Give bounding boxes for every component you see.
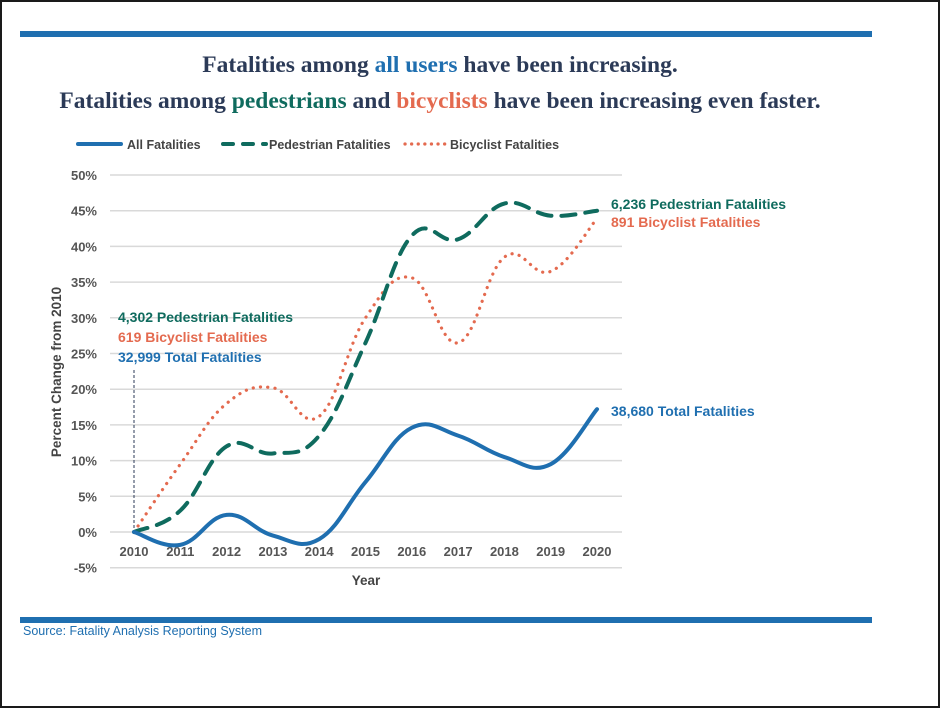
x-tick-label: 2020: [583, 544, 612, 559]
data-point-pedestrian: [549, 214, 553, 218]
headline-1-post: have been increasing.: [457, 52, 678, 78]
headline-2-pre: Fatalities among: [59, 88, 232, 114]
source-note: Source: Fatality Analysis Reporting Syst…: [23, 624, 262, 638]
x-tick-label: 2013: [258, 544, 287, 559]
y-tick-label: 0%: [78, 525, 97, 540]
headline-line-1: Fatalities among all users have been inc…: [0, 52, 880, 79]
data-point-pedestrian: [317, 434, 321, 438]
data-point-pedestrian: [364, 341, 368, 345]
data-point-all: [271, 534, 275, 538]
end-annotation-all: 38,680 Total Fatalities: [611, 403, 755, 419]
data-point-all: [364, 480, 368, 484]
data-point-bicyclist: [410, 276, 414, 280]
headline-2-post: have been increasing even faster.: [487, 88, 821, 114]
data-point-bicyclist: [317, 414, 321, 418]
data-point-pedestrian: [502, 202, 506, 206]
x-tick-label: 2017: [444, 544, 473, 559]
legend-label-bicyclist: Bicyclist Fatalities: [450, 138, 559, 152]
data-point-bicyclist: [225, 401, 229, 405]
y-tick-label: 30%: [71, 311, 97, 326]
x-tick-label: 2014: [305, 544, 335, 559]
start-annotation-all: 32,999 Total Fatalities: [118, 349, 262, 365]
start-annotation-bicyclist: 619 Bicyclist Fatalities: [118, 329, 268, 345]
x-tick-label: 2015: [351, 544, 380, 559]
y-tick-label: 40%: [71, 239, 97, 254]
legend-label-all: All Fatalities: [127, 138, 201, 152]
series-line-all: [132, 407, 599, 548]
data-point-pedestrian: [410, 234, 414, 238]
data-point-pedestrian: [456, 237, 460, 241]
y-tick-label: 10%: [71, 454, 97, 469]
data-point-all: [595, 407, 599, 411]
headline-2-highlight-bicyclists: bicyclists: [396, 88, 488, 114]
x-tick-label: 2012: [212, 544, 241, 559]
annotations: 4,302 Pedestrian Fatalities 619 Bicyclist…: [118, 196, 786, 419]
y-tick-label: 15%: [71, 418, 97, 433]
gridlines: [110, 174, 622, 569]
y-tick-label: -5%: [74, 561, 98, 576]
y-tick-label: 50%: [71, 168, 97, 183]
y-tick-label: 5%: [78, 489, 97, 504]
data-point-pedestrian: [595, 209, 599, 213]
data-point-bicyclist: [456, 341, 460, 345]
data-point-pedestrian: [271, 451, 275, 455]
series-lines: [132, 200, 599, 548]
data-point-pedestrian: [225, 444, 229, 448]
y-tick-label: 25%: [71, 347, 97, 362]
headline-2-highlight-pedestrians: pedestrians: [231, 88, 347, 114]
headline-2-mid: and: [346, 88, 397, 114]
y-tick-label: 35%: [71, 275, 97, 290]
headline-1-highlight-all-users: all users: [374, 52, 458, 78]
legend-label-pedestrian: Pedestrian Fatalities: [269, 138, 391, 152]
data-point-bicyclist: [178, 462, 182, 466]
y-tick-label: 20%: [71, 382, 97, 397]
data-point-all: [132, 530, 136, 534]
data-point-bicyclist: [364, 316, 368, 320]
data-point-all: [225, 513, 229, 517]
y-axis-title: Percent Change from 2010: [49, 287, 64, 457]
data-point-all: [502, 455, 506, 459]
x-tick-label: 2018: [490, 544, 519, 559]
x-tick-label: 2016: [397, 544, 426, 559]
top-rule: [20, 31, 872, 37]
y-axis-ticks: -5% 0% 5% 10% 15% 20% 25% 30% 35% 40% 45% 50%: [71, 168, 97, 576]
data-point-bicyclist: [549, 269, 553, 273]
data-point-bicyclist: [595, 217, 599, 221]
data-point-all: [456, 434, 460, 438]
end-annotation-pedestrian: 6,236 Pedestrian Fatalities: [611, 196, 786, 212]
headline-1-pre: Fatalities among: [202, 52, 375, 78]
series-line-pedestrian: [132, 200, 599, 534]
end-annotation-bicyclist: 891 Bicyclist Fatalities: [611, 214, 761, 230]
series-line-bicyclist: [132, 216, 599, 534]
x-tick-label: 2011: [166, 544, 194, 559]
x-axis-title: Year: [352, 573, 381, 588]
data-point-pedestrian: [178, 509, 182, 513]
data-point-all: [178, 543, 182, 547]
data-point-bicyclist: [271, 386, 275, 390]
x-tick-label: 2010: [120, 544, 149, 559]
bottom-rule: [20, 617, 872, 623]
headline-line-2: Fatalities among pedestrians and bicycli…: [0, 88, 880, 115]
data-point-all: [549, 462, 553, 466]
x-axis-ticks: 2010 2011 2012 2013 2014 2015 2016 2017 2018 2019…: [120, 544, 612, 559]
data-point-bicyclist: [502, 255, 506, 259]
start-annotation-pedestrian: 4,302 Pedestrian Fatalities: [118, 309, 293, 325]
data-point-all: [410, 426, 414, 430]
x-tick-label: 2019: [536, 544, 565, 559]
data-point-all: [317, 537, 321, 541]
legend: All Fatalities Pedestrian Fatalities Bicyc…: [76, 138, 559, 152]
y-tick-label: 45%: [71, 204, 97, 219]
